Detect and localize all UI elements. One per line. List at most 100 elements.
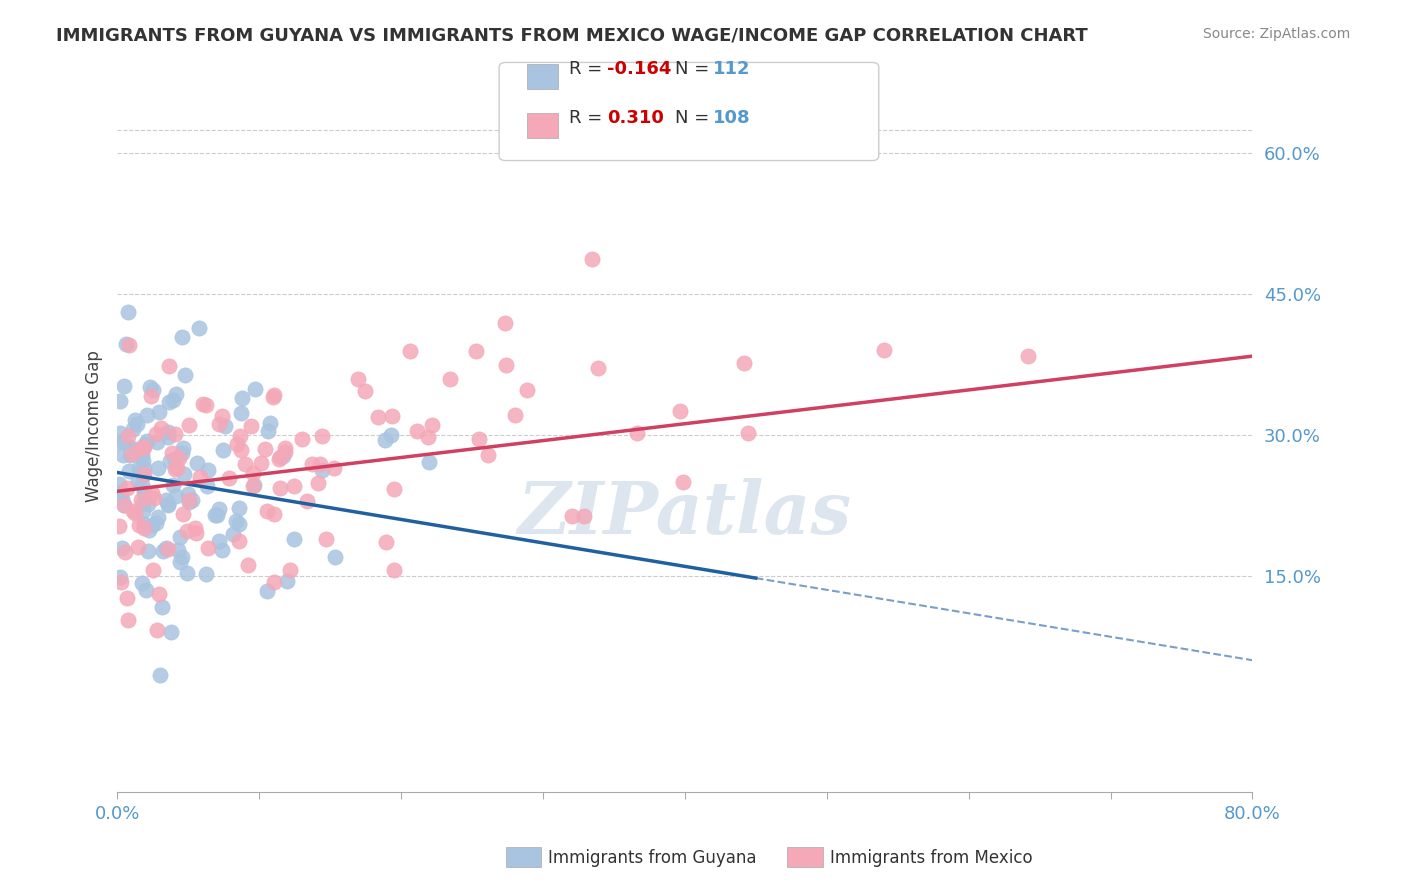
Point [588,360,610,375]
Point [301,457,323,471]
Point [170,330,193,344]
Point [309,457,332,471]
Point [112,449,135,463]
Point [477,448,499,462]
Point [107,434,129,449]
Point [188,469,211,483]
Point [278,563,301,577]
Point [229,429,252,443]
Point [134,436,156,450]
Point [165,451,187,466]
Point [311,428,333,442]
Point [465,343,488,358]
Point [222,526,245,541]
Point [269,450,291,464]
Point [142,491,165,505]
Point [142,383,165,397]
Point [228,501,250,516]
Point [157,497,180,511]
Point [256,504,278,518]
Point [354,384,377,398]
Point [249,457,271,471]
Point [141,517,163,532]
Point [131,575,153,590]
Point [118,464,141,478]
Point [131,453,153,467]
Point [114,498,136,512]
Point [127,473,149,487]
Point [132,503,155,517]
Point [150,600,173,615]
Point [381,409,404,423]
Point [197,541,219,556]
Point [242,479,264,493]
Text: 0.310: 0.310 [607,109,664,127]
Point [503,409,526,423]
Text: Immigrants from Guyana: Immigrants from Guyana [548,849,756,867]
Point [150,421,173,435]
Point [228,517,250,532]
Text: R =: R = [569,60,609,78]
Point [581,252,603,266]
Point [195,478,218,492]
Point [146,623,169,637]
Point [108,570,131,584]
Point [242,467,264,481]
Point [156,541,179,556]
Point [108,488,131,502]
Point [291,432,314,446]
Point [179,417,201,432]
Point [165,489,187,503]
Point [177,494,200,508]
Point [112,378,135,392]
Point [382,483,405,497]
Point [495,358,517,372]
Point [218,471,240,485]
Point [347,372,370,386]
Point [367,409,389,424]
Point [307,475,329,490]
Point [111,541,134,555]
Y-axis label: Wage/Income Gap: Wage/Income Gap [86,350,103,501]
Point [117,613,139,627]
Point [262,390,284,404]
Text: Source: ZipAtlas.com: Source: ZipAtlas.com [1202,27,1350,41]
Point [254,442,277,456]
Point [132,441,155,455]
Point [117,338,139,352]
Point [108,477,131,491]
Point [166,461,188,475]
Point [125,417,148,432]
Point [208,417,231,432]
Point [157,430,180,444]
Point [195,566,218,581]
Point [127,541,149,555]
Point [214,418,236,433]
Point [231,391,253,405]
Point [267,452,290,467]
Point [374,535,396,549]
Text: ZIPatlas: ZIPatlas [517,478,852,549]
Point [141,485,163,500]
Point [114,545,136,559]
Point [120,449,142,463]
Point [157,395,180,409]
Point [211,409,233,423]
Point [271,450,294,464]
Point [134,461,156,475]
Point [124,413,146,427]
Text: 108: 108 [713,109,751,127]
Point [131,477,153,491]
Point [112,434,135,449]
Point [131,467,153,482]
Point [259,416,281,430]
Point [139,388,162,402]
Point [311,463,333,477]
Point [155,541,177,555]
Point [231,406,253,420]
Point [128,518,150,533]
Point [110,485,132,500]
Point [131,443,153,458]
Point [139,380,162,394]
Point [191,397,214,411]
